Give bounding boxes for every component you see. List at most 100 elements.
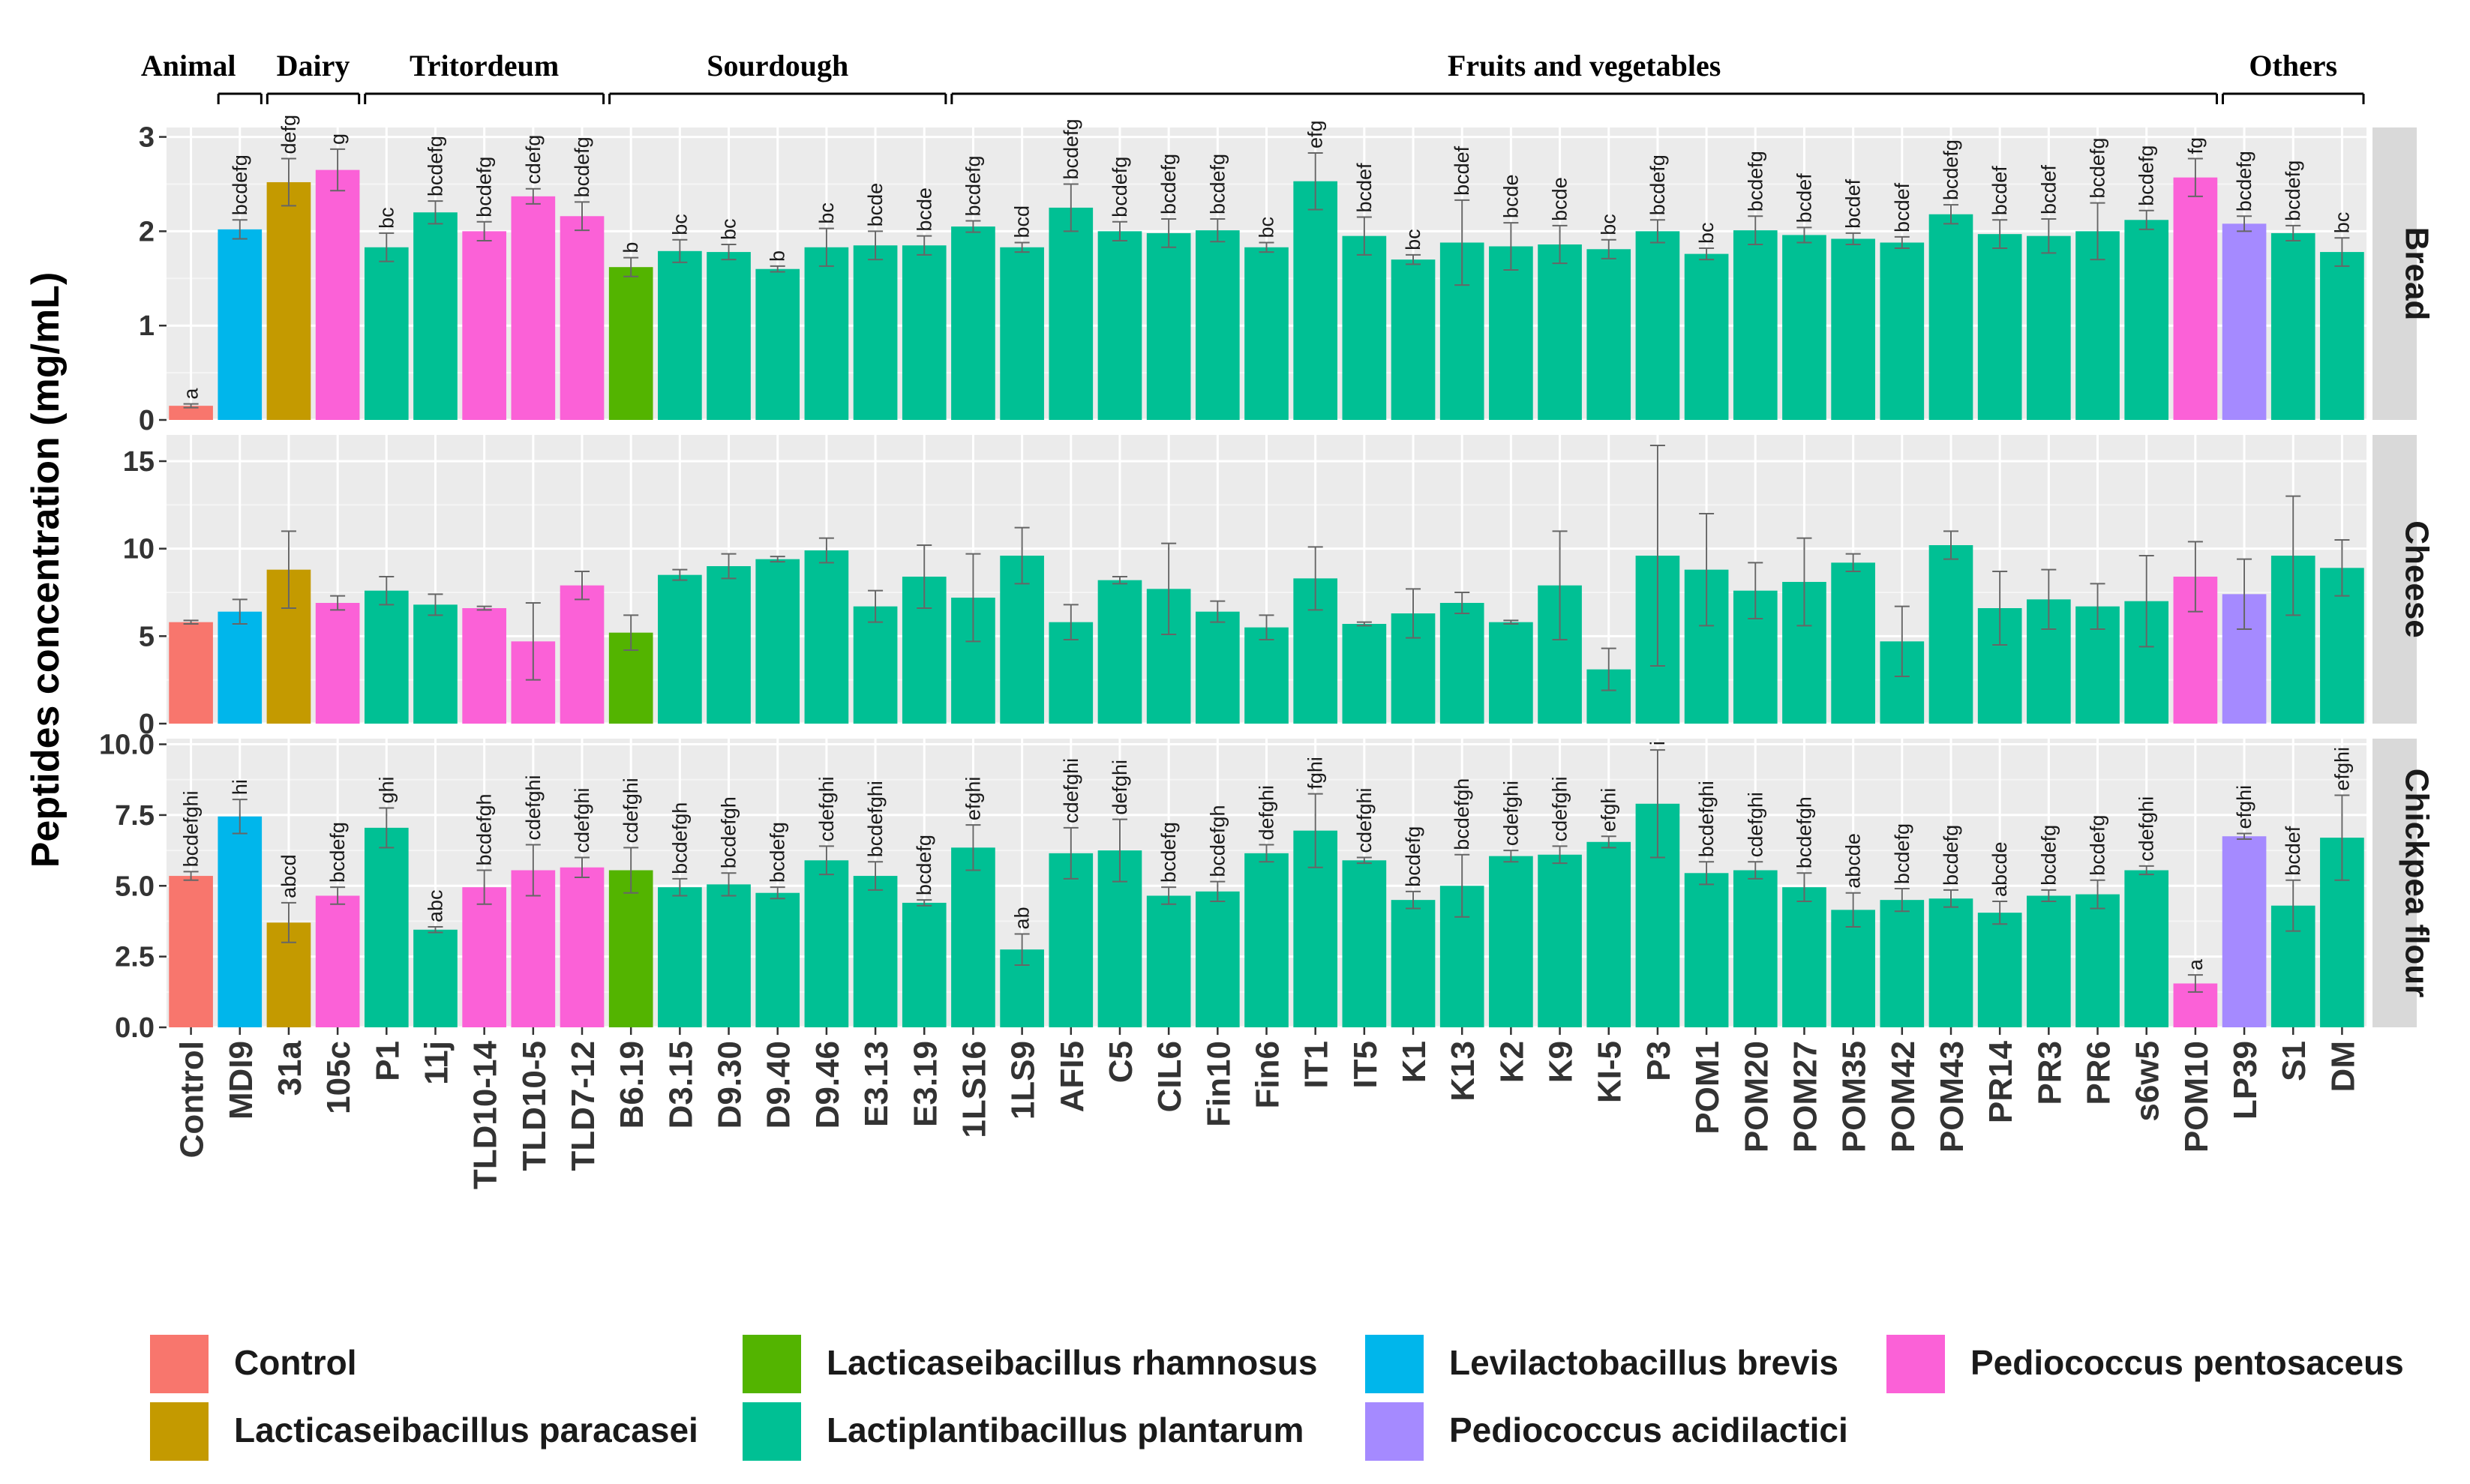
error-bar [721, 244, 737, 261]
y-tick-label: 2.5 [115, 942, 155, 973]
significance-letter: bcde [864, 183, 887, 227]
facet-label: Bread [2399, 227, 2435, 321]
legend-item: Lacticaseibacillus paracasei [150, 1402, 698, 1461]
error-bar [1894, 888, 1910, 913]
error-bar [2334, 237, 2350, 267]
significance-letter: ab [1011, 907, 1034, 929]
bar-bread-P3 [1635, 231, 1680, 420]
bar-chickpea-flour-D9.30 [707, 884, 751, 1027]
error-bar [2041, 218, 2057, 254]
significance-letter: bcdefg [2087, 815, 2109, 876]
legend-swatch [1365, 1335, 1424, 1393]
error-bar [818, 845, 834, 876]
significance-letter: bc [2330, 212, 2353, 234]
significance-letter: bcde [1499, 175, 1522, 219]
error-bar [818, 537, 834, 564]
error-bar [1601, 835, 1616, 849]
significance-letter: bcdefgh [1451, 778, 1473, 850]
significance-letter: bcdefg [2282, 160, 2304, 221]
bar-chickpea-flour-B6.19 [608, 870, 653, 1027]
error-bar [1259, 241, 1274, 253]
x-tick-label: D9.30 [712, 1041, 749, 1129]
bar-cheese-P1 [364, 590, 409, 724]
bar-bread-IT5 [1342, 235, 1387, 420]
significance-letter: bcdef [1842, 178, 1865, 229]
legend-swatch [743, 1335, 801, 1393]
y-tick-label: 15 [123, 446, 155, 478]
significance-letter: defghi [1109, 760, 1131, 815]
group-label: Fruits and vegetables [1448, 49, 1721, 82]
legend-label: Pediococcus pentosaceus [1970, 1343, 2404, 1382]
error-bar [1014, 241, 1030, 253]
error-bar [575, 571, 590, 601]
significance-letter: efg [1304, 120, 1327, 148]
significance-letter: bcdefg [962, 155, 984, 216]
group-bracket-fruits-and-vegetables: Fruits and vegetables [950, 49, 2218, 104]
y-tick-label: 2 [139, 216, 155, 247]
significance-letter: bcdefghi [1695, 781, 1718, 857]
error-bar [1552, 845, 1568, 865]
bar-chickpea-flour-11j [413, 929, 458, 1027]
significance-letter: ghi [375, 776, 398, 803]
significance-letter: bcdefghi [864, 781, 887, 857]
error-bar [476, 605, 492, 611]
bar-bread-C5 [1097, 231, 1142, 420]
bar-bread-PR6 [2075, 231, 2120, 420]
bar-chickpea-flour-POM42 [1880, 900, 1925, 1027]
significance-letter: abcd [278, 854, 300, 898]
legend-label: Lactiplantibacillus plantarum [827, 1411, 1304, 1450]
x-tick-label: TLD7-12 [565, 1041, 602, 1171]
x-tick-label: POM20 [1738, 1041, 1775, 1153]
x-tick-label: KI-5 [1592, 1041, 1628, 1103]
error-bar [1552, 530, 1568, 640]
bar-bread-P1 [364, 247, 409, 420]
error-bar [1601, 238, 1616, 259]
error-bar [1601, 647, 1616, 691]
bar-bread-KI-5 [1586, 249, 1631, 420]
panel-cheese: 0 5 10 15 Cheese [123, 435, 2435, 740]
bar-chickpea-flour-PR14 [1977, 913, 2022, 1027]
bar-chickpea-flour-E3.13 [853, 876, 898, 1027]
error-bar [1552, 224, 1568, 265]
error-bar [1161, 542, 1177, 635]
significance-letter: cdefghi [571, 787, 593, 853]
error-bar [379, 232, 395, 262]
x-tick-label: POM35 [1836, 1041, 1873, 1153]
error-bar [1748, 861, 1763, 880]
legend-item: Control [150, 1335, 357, 1393]
bar-bread-B6.19 [608, 267, 653, 420]
bar-cheese-C5 [1097, 580, 1142, 724]
significance-letter: cdefghi [522, 775, 545, 840]
bar-chickpea-flour-s6w5 [2124, 870, 2169, 1027]
bar-bread-E3.13 [853, 245, 898, 420]
significance-letter: abcde [1842, 833, 1865, 889]
error-bar [1943, 204, 1958, 225]
significance-letter: defghi [1256, 785, 1278, 841]
bar-cheese-Fin6 [1244, 627, 1289, 724]
x-tick-label: IT1 [1298, 1041, 1335, 1089]
significance-letter: a [2184, 958, 2207, 970]
error-bar [770, 886, 785, 900]
y-tick-label: 0.0 [115, 1012, 155, 1044]
significance-letter: bcdef [1353, 163, 1376, 213]
error-bar [1356, 216, 1372, 256]
error-bar [525, 602, 541, 681]
significance-letter: bc [815, 202, 838, 224]
significance-letter: bcdefg [1646, 154, 1669, 215]
group-bracket-dairy: Dairy [266, 49, 361, 104]
x-tick-label: B6.19 [614, 1041, 650, 1129]
error-bar [232, 598, 248, 625]
significance-letter: bc [668, 214, 691, 235]
error-bar [818, 227, 834, 267]
bar-chickpea-flour-PR3 [2027, 895, 2071, 1027]
error-bar [917, 544, 932, 609]
facet-label: Chickpea flour [2399, 769, 2435, 998]
x-tick-label: IT5 [1347, 1041, 1384, 1089]
x-tick-label: P3 [1640, 1041, 1677, 1081]
significance-letter: cdefg [522, 135, 545, 184]
significance-letter: bcdefg [1157, 154, 1180, 214]
significance-letter: cdefghi [2135, 796, 2158, 862]
bar-cheese-D3.15 [658, 574, 702, 724]
bar-chickpea-flour-Fin6 [1244, 853, 1289, 1027]
bar-chickpea-flour-1LS16 [951, 847, 995, 1027]
